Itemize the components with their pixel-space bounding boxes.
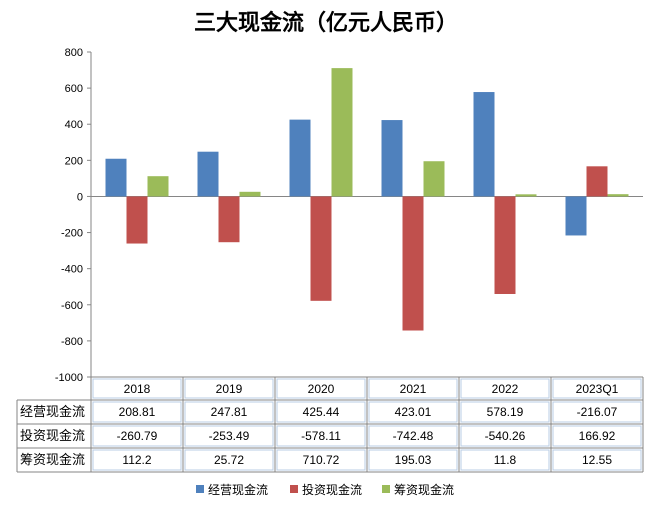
table-cell-frame bbox=[460, 449, 550, 471]
category-label: 2020 bbox=[308, 382, 335, 396]
bar-2-1 bbox=[126, 196, 148, 244]
bar-2-6 bbox=[586, 166, 608, 197]
legend: 经营现金流 投资现金流 筹资现金流 bbox=[196, 482, 454, 497]
y-tick-label: 400 bbox=[65, 119, 83, 131]
bar-3-5 bbox=[515, 194, 537, 197]
table-value: 12.55 bbox=[582, 453, 612, 467]
category-label: 2023Q1 bbox=[576, 382, 619, 396]
y-tick-label: -400 bbox=[61, 264, 83, 276]
y-axis: 800 600 400 200 0 -200 -400 -600 -800 -1000 bbox=[55, 47, 643, 384]
legend-swatch bbox=[290, 485, 298, 493]
table-value: 11.8 bbox=[494, 453, 517, 467]
table-cell-frame bbox=[552, 449, 642, 471]
table-value: -260.79 bbox=[117, 429, 158, 443]
table-cell-frame bbox=[368, 378, 458, 399]
table-cell-frame bbox=[92, 378, 182, 399]
table-cell-frame bbox=[276, 401, 366, 423]
data-table: 2018 2019 2020 2021 2022 2023Q1 经营现金流 208.81 247… bbox=[16, 376, 644, 473]
table-value: 195.03 bbox=[395, 453, 432, 467]
legend-label: 筹资现金流 bbox=[394, 482, 454, 497]
bar-1-1 bbox=[105, 158, 127, 197]
table-value: 423.01 bbox=[395, 405, 432, 419]
y-tick-label: -800 bbox=[61, 336, 83, 348]
table-cell-frame bbox=[184, 378, 274, 399]
y-tick-label: 800 bbox=[65, 47, 83, 59]
table-cell-frame bbox=[552, 401, 642, 423]
bar-2-5 bbox=[494, 196, 516, 294]
bar-1-4 bbox=[381, 120, 403, 197]
category-label: 2019 bbox=[216, 382, 243, 396]
category-label: 2018 bbox=[124, 382, 151, 396]
category-label: 2022 bbox=[492, 382, 519, 396]
table-cell-frame bbox=[368, 425, 458, 447]
table-cell-frame bbox=[276, 425, 366, 447]
table-cell-frame bbox=[460, 401, 550, 423]
bar-2-3 bbox=[310, 196, 332, 301]
series-row-label: 投资现金流 bbox=[20, 428, 85, 444]
table-value: 166.92 bbox=[579, 429, 616, 443]
legend-swatch bbox=[382, 485, 390, 493]
bar-3-6 bbox=[607, 194, 629, 197]
bar-1-6 bbox=[565, 196, 587, 236]
bar-2-2 bbox=[218, 196, 240, 243]
table-value: -253.49 bbox=[209, 429, 250, 443]
series-row-label: 筹资现金流 bbox=[20, 452, 85, 468]
series-row-label: 经营现金流 bbox=[20, 404, 85, 420]
y-tick-label: 200 bbox=[65, 155, 83, 167]
bar-group bbox=[105, 68, 629, 331]
table-cell-frame bbox=[276, 378, 366, 399]
legend-label: 经营现金流 bbox=[208, 482, 268, 497]
bar-3-3 bbox=[331, 68, 353, 197]
table-value: -540.26 bbox=[485, 429, 526, 443]
y-tick-label: -200 bbox=[61, 228, 83, 240]
table-cell-frame bbox=[92, 449, 182, 471]
table-cell-frame bbox=[460, 378, 550, 399]
category-label: 2021 bbox=[400, 382, 427, 396]
table-value: 425.44 bbox=[303, 405, 340, 419]
y-tick-label: 0 bbox=[77, 191, 83, 203]
table-value: 25.72 bbox=[214, 453, 244, 467]
table-cell-frame bbox=[92, 401, 182, 423]
table-value: 578.19 bbox=[487, 405, 524, 419]
table-value: 112.2 bbox=[122, 453, 151, 467]
bar-1-3 bbox=[289, 119, 311, 197]
table-value: 247.81 bbox=[211, 405, 248, 419]
table-value: 710.72 bbox=[303, 453, 340, 467]
table-cell-frame bbox=[460, 425, 550, 447]
table-cell-frame bbox=[92, 425, 182, 447]
table-cell-frame bbox=[184, 401, 274, 423]
legend-label: 投资现金流 bbox=[302, 482, 362, 497]
table-value: -578.11 bbox=[301, 429, 341, 443]
bar-1-2 bbox=[197, 151, 219, 197]
chart-title: 三大现金流（亿元人民币） bbox=[194, 10, 458, 36]
table-cell-frame bbox=[184, 449, 274, 471]
y-tick-label: -600 bbox=[61, 300, 83, 312]
bar-3-4 bbox=[423, 161, 445, 197]
bar-2-4 bbox=[402, 196, 424, 331]
table-cell-frame bbox=[552, 425, 642, 447]
bar-3-1 bbox=[147, 176, 169, 197]
table-cell-frame bbox=[368, 449, 458, 471]
table-value: -742.48 bbox=[393, 429, 434, 443]
y-tick-label: -1000 bbox=[55, 372, 83, 384]
table-cell-frame bbox=[276, 449, 366, 471]
bar-1-5 bbox=[473, 92, 495, 197]
table-value: -216.07 bbox=[577, 405, 618, 419]
table-cell-frame bbox=[552, 378, 642, 399]
table-cell-frame bbox=[184, 425, 274, 447]
table-value: 208.81 bbox=[119, 405, 156, 419]
legend-swatch bbox=[196, 485, 204, 493]
bar-3-2 bbox=[239, 191, 261, 197]
table-cell-frame bbox=[368, 401, 458, 423]
y-tick-label: 600 bbox=[65, 83, 83, 95]
